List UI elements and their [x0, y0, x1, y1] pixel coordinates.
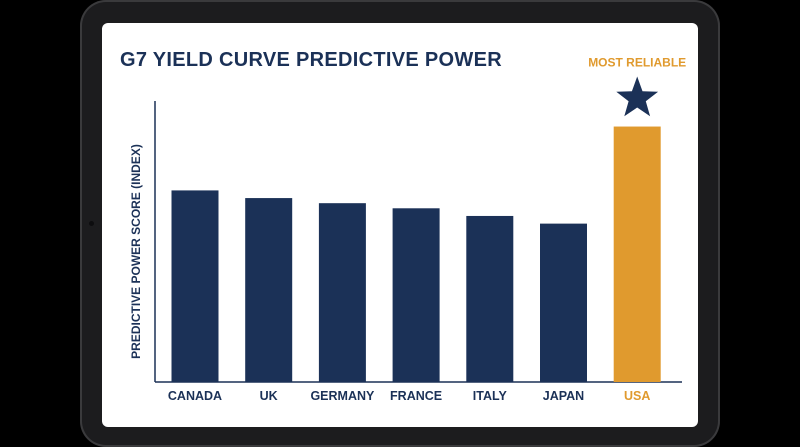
bar-japan	[540, 223, 587, 382]
annotation-group: MOST RELIABLE	[588, 56, 686, 117]
x-tick-japan: JAPAN	[543, 389, 584, 403]
x-tick-uk: UK	[260, 389, 278, 403]
x-tick-germany: GERMANY	[310, 389, 375, 403]
bar-uk	[245, 198, 293, 382]
x-tick-usa: USA	[624, 389, 650, 403]
bar-usa	[613, 126, 661, 382]
bar-germany	[318, 203, 366, 382]
bars-group	[171, 126, 661, 382]
tablet-screen: G7 YIELD CURVE PREDICTIVE POWER PREDICTI…	[102, 23, 698, 427]
camera-dot	[89, 221, 94, 226]
bar-chart: PREDICTIVE POWER SCORE (INDEX) CANADA UK G…	[129, 56, 686, 403]
x-tick-canada: CANADA	[168, 389, 222, 403]
annotation-label: MOST RELIABLE	[588, 56, 686, 70]
bar-france	[392, 208, 440, 382]
bar-italy	[466, 215, 514, 382]
y-axis-label: PREDICTIVE POWER SCORE (INDEX)	[129, 144, 143, 359]
x-tick-labels: CANADA UK GERMANY FRANCE ITALY JAPAN USA	[168, 389, 650, 403]
x-tick-italy: ITALY	[473, 389, 508, 403]
chart-title: G7 YIELD CURVE PREDICTIVE POWER	[120, 49, 502, 71]
star-icon	[616, 76, 659, 117]
bar-canada	[171, 190, 219, 382]
x-tick-france: FRANCE	[390, 389, 442, 403]
